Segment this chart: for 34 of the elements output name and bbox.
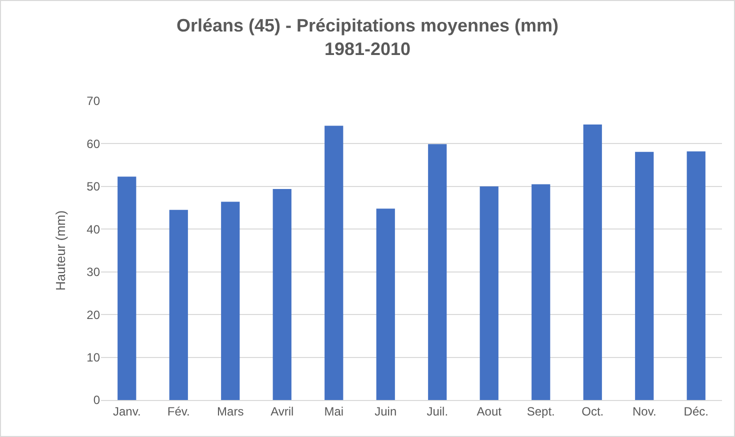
bar xyxy=(583,124,602,400)
x-tick-label: Fév. xyxy=(167,404,190,418)
y-tick-label: 50 xyxy=(86,180,100,194)
x-tick-label: Oct. xyxy=(582,404,604,418)
x-tick-label: Juin xyxy=(374,404,397,418)
x-tick-label: Avril xyxy=(270,404,294,418)
bar xyxy=(635,152,654,400)
y-tick-label: 20 xyxy=(86,308,100,322)
y-tick-label: 60 xyxy=(86,136,100,151)
bar xyxy=(272,188,292,400)
chart-title: Orléans (45) - Précipitations moyennes (mm) 1981-2010 xyxy=(176,15,559,59)
bar xyxy=(118,176,136,400)
x-tick-label: Mars xyxy=(217,404,244,418)
x-tick-label: Déc. xyxy=(684,404,708,418)
y-tick-label: 70 xyxy=(86,94,100,108)
y-tick-label: 30 xyxy=(86,265,100,280)
y-tick-label: 10 xyxy=(86,350,100,364)
bar xyxy=(169,210,188,400)
bar xyxy=(480,186,498,400)
y-tick-label: 40 xyxy=(86,222,100,236)
y-axis-title: Hauteur (mm) xyxy=(53,210,68,291)
y-tick-label: 0 xyxy=(93,393,100,408)
bar xyxy=(532,184,550,400)
x-tick-label: Sept. xyxy=(526,404,555,418)
x-tick-label: Mai xyxy=(324,404,344,418)
bar xyxy=(221,202,240,400)
bar xyxy=(324,126,344,400)
x-tick-label: Aout xyxy=(476,404,502,418)
bar xyxy=(428,144,447,400)
x-tick-label: Janv. xyxy=(112,404,141,418)
bar xyxy=(376,208,395,400)
bar xyxy=(686,151,706,400)
x-tick-label: Juil. xyxy=(426,404,448,418)
x-tick-label: Nov. xyxy=(632,404,656,418)
